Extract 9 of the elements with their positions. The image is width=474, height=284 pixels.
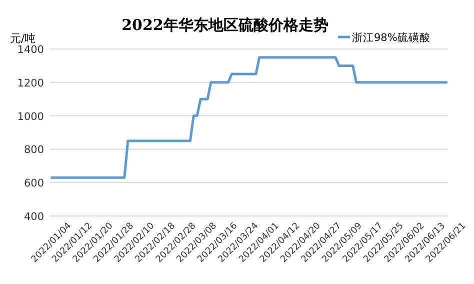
legend-label: 浙江98%硫磺酸 xyxy=(352,31,430,44)
y-tick-label: 1000 xyxy=(17,110,44,123)
y-tick-label: 1400 xyxy=(17,44,44,56)
y-tick-label: 600 xyxy=(24,178,44,190)
y-tick-label: 800 xyxy=(24,144,44,156)
y-tick-label: 400 xyxy=(24,211,44,223)
y-tick-label: 1200 xyxy=(17,77,44,90)
chart-title: 2022年华东地区硫酸价格走势 xyxy=(122,16,328,34)
y-axis-title: 元/吨 xyxy=(10,32,36,45)
